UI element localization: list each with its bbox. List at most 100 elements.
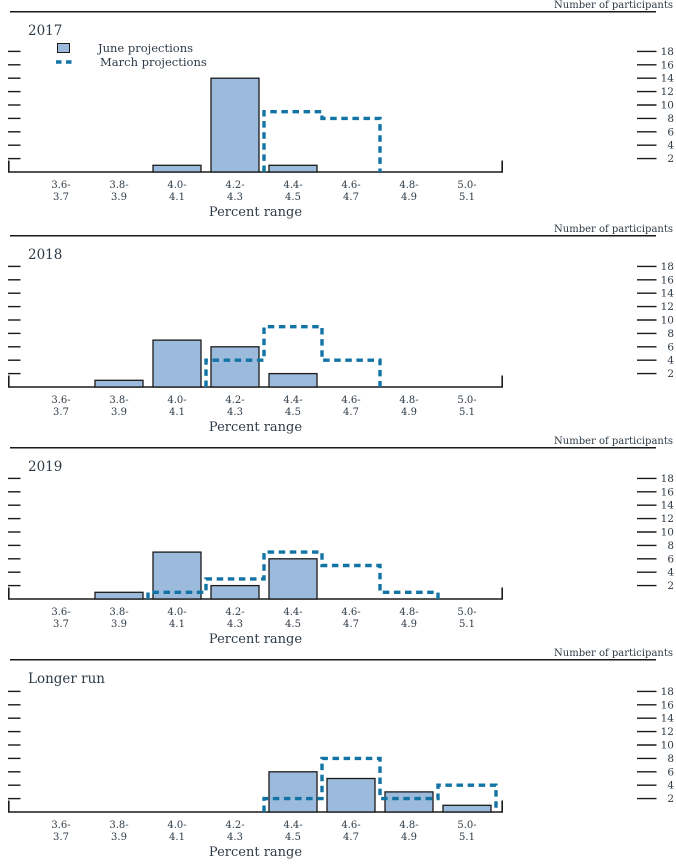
bin-label-bottom: 3.9 (111, 192, 127, 203)
bin-label-bottom: 4.7 (343, 619, 359, 630)
right-axis-tick-label: 12 (661, 726, 674, 738)
right-axis-tick-label: 2 (667, 793, 674, 805)
right-axis-tick-label: 4 (667, 140, 674, 152)
bin-label-top: 4.4- (283, 607, 302, 618)
bin-label-bottom: 4.9 (401, 832, 417, 843)
right-axis-tick-label: 14 (661, 500, 675, 512)
right-axis-tick-label: 8 (667, 113, 674, 125)
right-axis-tick-label: 6 (667, 126, 674, 138)
bin-label-bottom: 4.7 (343, 192, 359, 203)
right-axis-tick-label: 18 (661, 261, 674, 273)
panel-title-longer-run: Longer run (28, 671, 106, 687)
right-axis-tick-label: 8 (667, 540, 674, 552)
march-dashed-swatch-icon (56, 60, 76, 64)
right-axis-tick-label: 14 (661, 288, 675, 300)
bin-label-bottom: 5.1 (459, 832, 475, 843)
bin-label-bottom: 4.9 (401, 407, 417, 418)
right-axis-tick-label: 18 (661, 473, 674, 485)
bin-label-top: 4.2- (225, 180, 244, 191)
bin-label-top: 4.8- (399, 607, 418, 618)
right-axis-tick-label: 16 (661, 59, 675, 71)
right-axis-tick-label: 12 (661, 301, 674, 313)
x-axis-title: Percent range (209, 205, 302, 220)
bin-label-bottom: 4.3 (227, 192, 243, 203)
x-axis-title: Percent range (209, 420, 302, 435)
bin-label-bottom: 4.5 (285, 192, 301, 203)
june-projection-bar (268, 558, 318, 600)
right-axis-tick-label: 10 (661, 100, 674, 112)
bin-label-top: 4.6- (341, 180, 360, 191)
bin-label-bottom: 4.1 (169, 619, 185, 630)
bin-label-top: 4.0- (167, 607, 186, 618)
bin-label-bottom: 4.7 (343, 407, 359, 418)
bin-label-top: 4.6- (341, 607, 360, 618)
bin-label-top: 4.0- (167, 395, 186, 406)
y-axis-unit-label: Number of participants (554, 224, 673, 235)
bin-label-bottom: 3.9 (111, 832, 127, 843)
right-axis-tick-label: 4 (667, 567, 674, 579)
right-axis-tick-label: 10 (661, 740, 674, 752)
bin-label-top: 3.8- (109, 395, 128, 406)
x-axis-title: Percent range (209, 632, 302, 647)
bin-label-top: 4.2- (225, 607, 244, 618)
june-projection-bar (442, 804, 492, 813)
right-axis-tick-label: 2 (667, 580, 674, 592)
bin-label-bottom: 4.1 (169, 832, 185, 843)
right-axis-tick-label: 2 (667, 368, 674, 380)
june-projection-bar (152, 164, 202, 173)
bin-label-top: 3.8- (109, 180, 128, 191)
x-axis-title: Percent range (209, 845, 302, 860)
bin-label-top: 4.8- (399, 180, 418, 191)
june-projection-bar (210, 77, 260, 173)
bin-label-top: 5.0- (457, 820, 476, 831)
right-axis-tick-label: 14 (661, 73, 675, 85)
legend-row-june: June projections (55, 41, 207, 55)
right-axis-tick-label: 16 (661, 274, 675, 286)
bin-label-bottom: 4.1 (169, 192, 185, 203)
histogram-plot-2019: 246810121416183.6-3.73.8-3.94.0-4.14.2-4… (8, 447, 675, 647)
june-projection-bar (152, 339, 202, 388)
panel-title-2018: 2018 (28, 247, 63, 263)
bin-label-top: 4.0- (167, 180, 186, 191)
bin-label-top: 3.6- (51, 820, 70, 831)
right-axis-tick-label: 14 (661, 713, 675, 725)
panel-title-2017: 2017 (28, 23, 63, 39)
y-axis-unit-label: Number of participants (554, 436, 673, 447)
right-axis-tick-label: 16 (661, 486, 675, 498)
march-projection-step-line (262, 756, 498, 812)
march-projection-step-line (204, 325, 382, 387)
march-projection-step-line (262, 110, 382, 172)
right-axis-tick-label: 18 (661, 46, 674, 58)
bin-label-bottom: 4.1 (169, 407, 185, 418)
march-projection-step-line (146, 550, 440, 599)
legend-june-label: June projections (98, 41, 194, 55)
right-axis-tick-label: 4 (667, 355, 674, 367)
right-axis-tick-label: 8 (667, 328, 674, 340)
bin-label-top: 4.8- (399, 395, 418, 406)
right-axis-tick-label: 16 (661, 699, 675, 711)
bin-label-bottom: 4.3 (227, 619, 243, 630)
histogram-plot-2017: 246810121416183.6-3.73.8-3.94.0-4.14.2-4… (8, 11, 675, 220)
right-axis-tick-label: 12 (661, 513, 674, 525)
bin-label-top: 3.6- (51, 395, 70, 406)
y-axis-unit-label: Number of participants (554, 648, 673, 659)
june-projection-bar (94, 591, 144, 600)
bin-label-top: 4.0- (167, 820, 186, 831)
bin-label-top: 4.4- (283, 820, 302, 831)
right-axis-tick-label: 10 (661, 527, 674, 539)
bin-label-bottom: 5.1 (459, 619, 475, 630)
bin-label-top: 4.8- (399, 820, 418, 831)
bin-label-bottom: 5.1 (459, 407, 475, 418)
june-projection-bar (94, 379, 144, 388)
bin-label-bottom: 4.3 (227, 832, 243, 843)
bin-label-bottom: 3.7 (53, 407, 69, 418)
right-axis-tick-label: 12 (661, 86, 674, 98)
bin-label-bottom: 4.7 (343, 832, 359, 843)
bin-label-top: 4.2- (225, 820, 244, 831)
legend-row-march: March projections (55, 55, 207, 69)
right-axis-tick-label: 6 (667, 766, 674, 778)
june-projection-bar (268, 164, 318, 173)
bin-label-bottom: 4.3 (227, 407, 243, 418)
bin-label-top: 3.6- (51, 607, 70, 618)
